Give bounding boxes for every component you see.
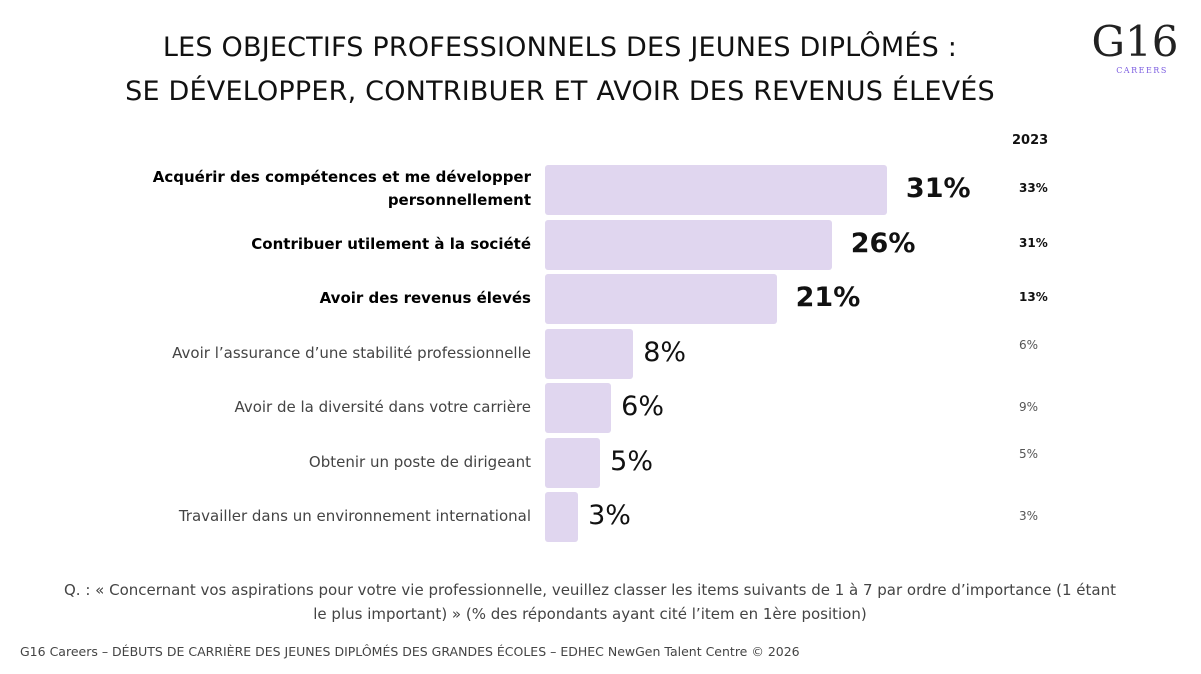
- category-label: Avoir l’assurance d’une stabilité profes…: [172, 343, 531, 362]
- comparison-value: 3%: [1019, 509, 1039, 523]
- value-label: 26%: [850, 227, 916, 259]
- category-label: Avoir de la diversité dans votre carrièr…: [234, 398, 531, 416]
- bar: [545, 383, 612, 433]
- value-label: 5%: [610, 445, 653, 477]
- bar: [545, 165, 887, 215]
- value-label: 3%: [588, 500, 631, 531]
- category-label: Contribuer utilement à la société: [251, 234, 531, 253]
- question-text: Q. : « Concernant vos aspirations pour v…: [64, 581, 1116, 623]
- bar: [545, 219, 832, 270]
- value-label: 8%: [643, 336, 687, 368]
- bar: [545, 437, 601, 488]
- category-label: Travailler dans un environnement interna…: [178, 507, 531, 525]
- comparison-value: 33%: [1019, 181, 1048, 195]
- category-label: Obtenir un poste de dirigeant: [308, 452, 531, 471]
- g16-careers-logo: G16 CAREERS: [1090, 17, 1180, 76]
- comparison-value: 5%: [1019, 446, 1039, 461]
- value-label: 6%: [621, 391, 665, 422]
- comparison-value: 13%: [1019, 290, 1048, 304]
- bar: [545, 328, 634, 379]
- category-label: Avoir des revenus élevés: [319, 289, 531, 307]
- title-line-2: SE DÉVELOPPER, CONTRIBUER ET AVOIR DES R…: [125, 76, 995, 107]
- value-label: 31%: [905, 173, 971, 204]
- value-label: 21%: [795, 282, 861, 313]
- bar: [545, 492, 579, 542]
- footer: G16 Careers – DÉBUTS DE CARRIÈRE DES JEU…: [20, 644, 800, 659]
- category-label: Acquérir des compétences et me développe…: [152, 168, 531, 209]
- comparison-value: 6%: [1019, 337, 1039, 352]
- comparison-header: 2023: [1012, 133, 1049, 148]
- title-line-1: LES OBJECTIFS PROFESSIONNELS DES JEUNES …: [162, 32, 958, 63]
- comparison-value: 31%: [1019, 235, 1048, 250]
- bar: [545, 274, 777, 324]
- comparison-value: 9%: [1019, 400, 1039, 414]
- logo-sub: CAREERS: [1116, 66, 1168, 75]
- logo-main: G16: [1091, 17, 1179, 66]
